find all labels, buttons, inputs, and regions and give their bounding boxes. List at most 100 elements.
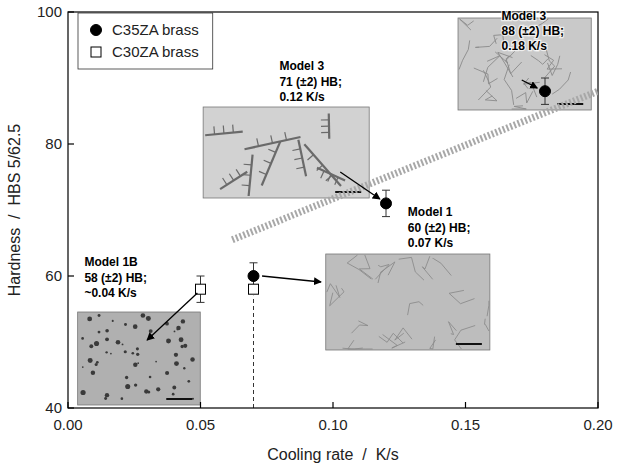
- y-tick-label: 60: [45, 267, 62, 284]
- x-tick: [332, 402, 333, 408]
- particle: [98, 331, 101, 334]
- point: [248, 271, 259, 282]
- annotation-text: Model 1: [408, 205, 453, 219]
- annotations: Model 388 (±2) HB;0.18 K/sModel 371 (±2)…: [84, 9, 564, 340]
- y-axis-title: Hardness / HBS 5/62.5: [6, 124, 23, 297]
- grain-boundary: [449, 290, 474, 303]
- particle: [183, 367, 185, 369]
- dendrite-arm: [244, 164, 252, 166]
- particle: [104, 397, 107, 400]
- dendrite: [262, 141, 281, 185]
- grain-boundary: [327, 284, 340, 298]
- y-tick-label: 80: [45, 135, 62, 152]
- series: [196, 276, 259, 302]
- particle: [105, 351, 107, 353]
- scale-bar: [456, 343, 482, 345]
- dendrite-arm: [294, 158, 302, 160]
- dendrite-arm: [268, 149, 275, 152]
- dendrite-arm: [326, 176, 332, 181]
- legend-marker: [91, 47, 101, 57]
- micrograph-insets: [78, 18, 592, 405]
- x-tick-label: 0.15: [451, 416, 480, 433]
- y-tick: [68, 11, 74, 12]
- particle: [156, 387, 160, 391]
- grain-boundary: [552, 72, 570, 94]
- particle: [116, 340, 121, 345]
- dendrite: [244, 137, 300, 149]
- particle: [88, 358, 93, 363]
- particle: [165, 371, 169, 375]
- error-bar: [197, 276, 205, 302]
- grain-boundary: [430, 337, 436, 349]
- point: [381, 198, 392, 209]
- grain-boundary: [485, 319, 489, 331]
- dendrite-arm: [223, 126, 225, 134]
- grain-boundary: [483, 56, 500, 82]
- particle: [172, 393, 175, 396]
- particle: [141, 313, 146, 318]
- dendrite-arm: [321, 132, 329, 133]
- micrograph: [458, 18, 591, 110]
- particle: [95, 363, 98, 366]
- particle: [166, 339, 171, 344]
- grain-boundary: [516, 91, 533, 103]
- dendrite-arm: [213, 126, 215, 134]
- dendrite: [304, 144, 341, 186]
- particle: [105, 329, 109, 333]
- legend-box: [78, 13, 213, 69]
- particle: [125, 384, 130, 389]
- micrograph-frame: [326, 254, 490, 350]
- particle: [121, 397, 124, 400]
- grain-boundary: [460, 19, 474, 30]
- particle: [137, 362, 139, 364]
- particle: [98, 314, 101, 317]
- particle: [136, 347, 139, 350]
- dendrite-arm: [271, 135, 273, 143]
- annotation-text: 60 (±2) HB;: [408, 221, 471, 235]
- particle: [174, 361, 179, 366]
- annotation-arrow: [522, 80, 537, 88]
- x-tick: [67, 402, 68, 408]
- x-axis-title: Cooling rate / K/s: [267, 446, 399, 463]
- dendrite-arm: [229, 174, 233, 181]
- annotation-arrow: [340, 172, 380, 199]
- chart: 0.000.050.100.150.20406080100Cooling rat…: [0, 0, 631, 470]
- grain-boundary: [485, 91, 497, 101]
- particle: [192, 398, 194, 400]
- grain-boundary: [506, 56, 522, 74]
- micrograph-frame: [78, 312, 201, 405]
- micrograph-frame: [458, 18, 591, 110]
- particle: [187, 380, 190, 383]
- grain-boundary: [348, 340, 363, 349]
- dendrite-arm: [259, 171, 266, 174]
- series: [248, 78, 551, 289]
- particle: [136, 353, 139, 356]
- particle: [172, 386, 176, 390]
- annotation-arrow: [262, 276, 321, 282]
- particle: [124, 323, 127, 326]
- particle: [105, 393, 109, 397]
- grain-boundary: [475, 38, 497, 47]
- plot-frame: [68, 12, 598, 408]
- particle: [89, 344, 93, 348]
- grain-boundary: [449, 322, 457, 335]
- particle: [174, 331, 176, 333]
- dendrite-arm: [243, 174, 251, 176]
- point: [249, 284, 259, 294]
- particle: [190, 357, 194, 361]
- particle: [81, 337, 84, 340]
- grain-boundary: [548, 56, 560, 76]
- dendrite-arm: [285, 132, 287, 140]
- grain-boundary: [343, 348, 373, 350]
- particle: [174, 353, 178, 357]
- grain-boundary: [395, 328, 412, 340]
- particle: [176, 326, 181, 331]
- grain-boundary: [487, 301, 489, 316]
- particle: [133, 363, 137, 367]
- legend-marker: [91, 25, 102, 36]
- micrograph: [78, 312, 201, 405]
- particle: [146, 316, 151, 321]
- annotation-text: 0.18 K/s: [501, 39, 547, 53]
- point: [540, 86, 551, 97]
- dendrite-arm: [321, 126, 329, 127]
